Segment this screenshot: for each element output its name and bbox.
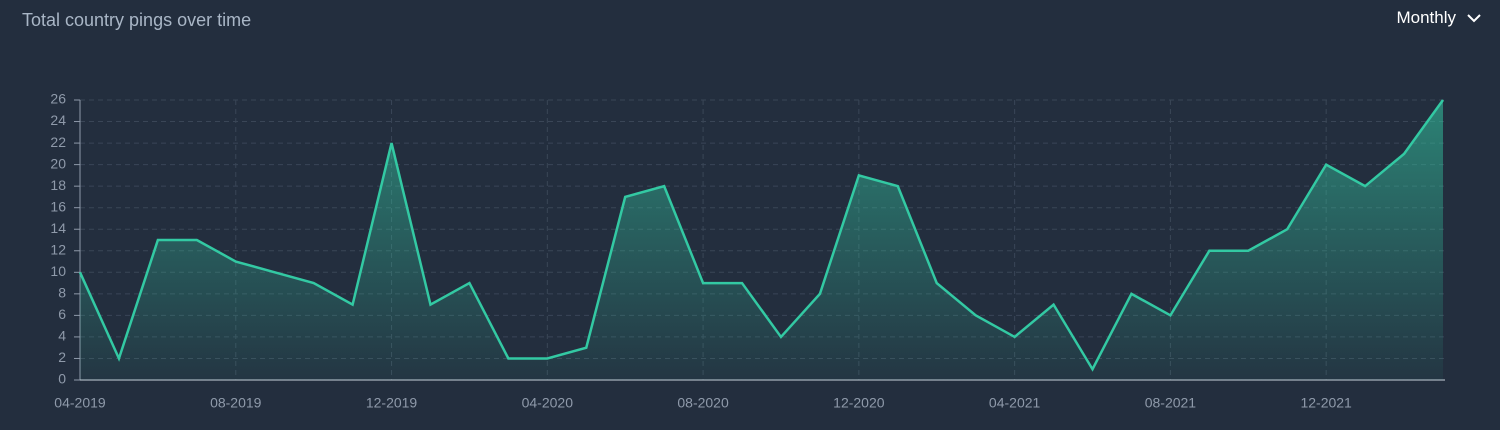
y-tick-label: 16	[50, 198, 66, 214]
x-tick-label: 08-2021	[1145, 395, 1197, 411]
line	[78, 99, 1445, 372]
chevron[interactable]	[1466, 13, 1482, 23]
y-tick-label: 24	[50, 112, 66, 128]
y-tick-label: 6	[58, 306, 66, 322]
y-tick-label: 2	[58, 349, 66, 365]
y-tick-label: 10	[50, 263, 66, 279]
y-tick-label: 12	[50, 241, 66, 257]
x-tick-label: 12-2019	[366, 395, 418, 411]
x-tick-label: 04-2019	[54, 395, 106, 411]
x-tick-label: 04-2021	[989, 395, 1041, 411]
period-label[interactable]: Monthly	[1396, 8, 1456, 27]
period-dropdown[interactable]: Monthly	[1396, 8, 1482, 28]
y-tick-label: 14	[50, 220, 66, 236]
y-tick-label: 22	[50, 134, 66, 150]
x-tick-label: 04-2020	[522, 395, 574, 411]
x-tick-label: 08-2020	[677, 395, 729, 411]
area	[80, 100, 1443, 380]
x-tick-label: 12-2021	[1300, 395, 1352, 411]
x-tick-label: 12-2020	[833, 395, 885, 411]
y-tick-label: 26	[50, 91, 66, 107]
y-tick-label: 18	[50, 177, 66, 193]
y-tick-label: 8	[58, 285, 66, 301]
x-tick-label: 08-2019	[210, 395, 262, 411]
y-tick-label: 0	[58, 371, 66, 387]
y-tick-label: 4	[58, 328, 66, 344]
y-tick-label: 20	[50, 155, 66, 171]
chart-title: Total country pings over time	[22, 10, 251, 30]
